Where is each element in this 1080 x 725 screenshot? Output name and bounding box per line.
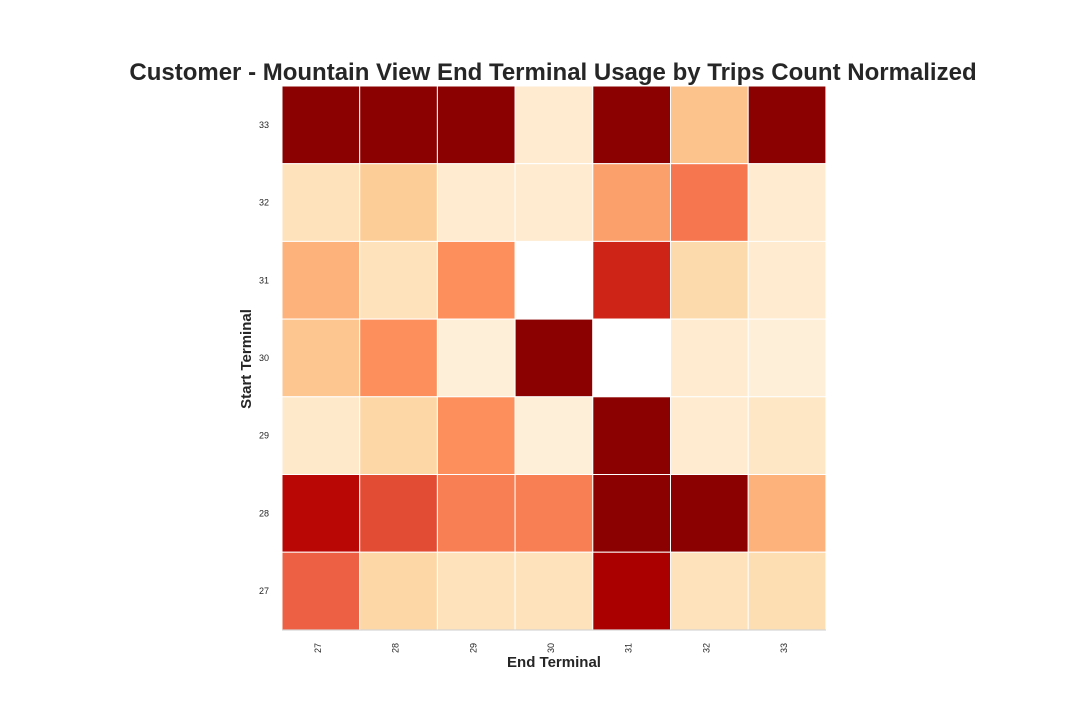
y-tick-label: 32 — [259, 198, 269, 208]
heatmap-cell-start-32-end-32 — [670, 163, 749, 242]
heatmap-cell-start-27-end-29 — [436, 551, 516, 631]
heatmap-cell-start-31-end-28 — [359, 240, 438, 320]
heatmap-cell-start-29-end-30 — [514, 396, 594, 475]
heatmap-cell-start-27-end-28 — [359, 551, 438, 631]
heatmap-cell-start-33-end-29 — [436, 85, 516, 165]
heatmap-cell-start-32-end-27 — [281, 163, 361, 242]
heatmap-cell-start-30-end-28 — [359, 318, 438, 398]
heatmap-cell-start-33-end-32 — [670, 85, 749, 165]
heatmap-cell-start-30-end-32 — [670, 318, 749, 398]
heatmap-cell-start-31-end-31 — [592, 240, 671, 320]
heatmap-cell-start-28-end-32 — [670, 474, 749, 553]
heatmap-cell-start-31-end-29 — [436, 240, 516, 320]
heatmap-cell-start-32-end-29 — [436, 163, 516, 242]
heatmap-cell-start-33-end-33 — [747, 85, 827, 165]
heatmap-cell-start-29-end-28 — [359, 396, 438, 475]
chart-title: Customer - Mountain View End Terminal Us… — [129, 59, 976, 86]
x-tick-label: 28 — [391, 643, 401, 653]
y-tick-label: 31 — [259, 275, 269, 285]
x-tick-label: 31 — [624, 643, 634, 653]
heatmap-cell-start-31-end-33 — [747, 240, 827, 320]
x-axis-label: End Terminal — [507, 654, 601, 671]
heatmap-cell-start-31-end-27 — [281, 240, 361, 320]
heatmap-cell-start-28-end-27 — [281, 474, 361, 553]
heatmap-cell-start-29-end-27 — [281, 396, 361, 475]
heatmap-cell-start-27-end-33 — [747, 551, 827, 631]
y-tick-labels: 33 32 31 30 29 28 27 — [259, 120, 269, 596]
heatmap-cell-start-28-end-29 — [436, 474, 516, 553]
heatmap-cell-start-33-end-30 — [514, 85, 594, 165]
heatmap-cell-start-33-end-28 — [359, 85, 438, 165]
heatmap-cell-start-33-end-31 — [592, 85, 671, 165]
heatmap-cell-start-30-end-27 — [281, 318, 361, 398]
heatmap-cell-start-28-end-31 — [592, 474, 671, 553]
heatmap-cell-start-29-end-32 — [670, 396, 749, 475]
heatmap-cell-start-27-end-30 — [514, 551, 594, 631]
heatmap-cell-start-31-end-30 — [514, 240, 594, 320]
heatmap-cell-start-27-end-27 — [281, 551, 361, 631]
y-tick-label: 29 — [259, 431, 269, 441]
x-tick-label: 29 — [468, 643, 478, 653]
heatmap-cell-start-32-end-33 — [747, 163, 827, 242]
heatmap-cell-start-30-end-31 — [592, 318, 671, 398]
heatmap-cell-start-28-end-28 — [359, 474, 438, 553]
heatmap-cell-start-30-end-29 — [436, 318, 516, 398]
y-tick-label: 27 — [259, 586, 269, 596]
y-tick-label: 30 — [259, 353, 269, 363]
x-tick-label: 32 — [701, 643, 711, 653]
heatmap-cell-start-29-end-33 — [747, 396, 827, 475]
x-tick-label: 30 — [546, 643, 556, 653]
x-tick-label: 27 — [313, 643, 323, 653]
y-tick-label: 33 — [259, 120, 269, 130]
heatmap-cell-start-27-end-32 — [670, 551, 749, 631]
heatmap-cell-start-32-end-30 — [514, 163, 594, 242]
heatmap-cell-start-28-end-30 — [514, 474, 594, 553]
x-tick-labels: 27 28 29 30 31 32 33 — [313, 643, 789, 653]
x-tick-label: 33 — [779, 643, 789, 653]
heatmap-cell-start-32-end-28 — [359, 163, 438, 242]
heatmap-cell-start-28-end-33 — [747, 474, 827, 553]
heatmap-cell-start-31-end-32 — [670, 240, 749, 320]
heatmap-cell-start-29-end-31 — [592, 396, 671, 475]
y-tick-label: 28 — [259, 508, 269, 518]
heatmap-cell-start-27-end-31 — [592, 551, 671, 631]
y-axis-label: Start Terminal — [238, 309, 255, 409]
heatmap-cell-start-29-end-29 — [436, 396, 516, 475]
heatmap-cells — [281, 85, 827, 631]
heatmap-cell-start-30-end-33 — [747, 318, 827, 398]
heatmap-cell-start-33-end-27 — [281, 85, 361, 165]
heatmap-cell-start-32-end-31 — [592, 163, 671, 242]
heatmap-cell-start-30-end-30 — [514, 318, 594, 398]
